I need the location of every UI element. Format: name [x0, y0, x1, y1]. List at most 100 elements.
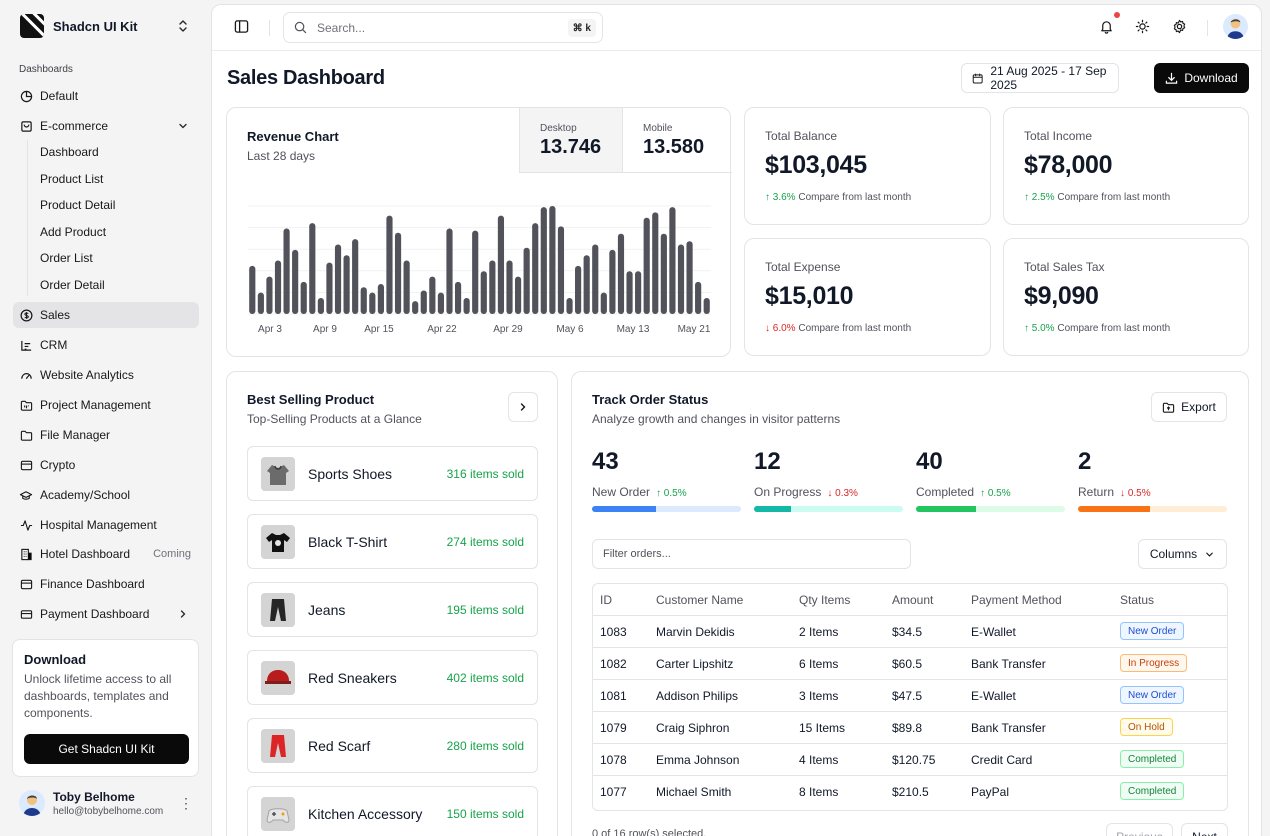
sidebar-subitem-order-list[interactable]: Order List [40, 251, 93, 265]
avatar[interactable] [1223, 14, 1248, 39]
product-item[interactable]: Kitchen Accessory 150 items sold [247, 786, 538, 836]
sidebar-item-project-management[interactable]: Project Management [13, 392, 199, 418]
stat-value: $9,090 [1024, 282, 1099, 310]
gear-icon[interactable] [1172, 19, 1187, 34]
sidebar-item-payment[interactable]: Payment Dashboard [13, 601, 199, 627]
order-id: 1079 [600, 721, 627, 735]
product-item[interactable]: Jeans 195 items sold [247, 582, 538, 637]
product-sold: 150 items sold [446, 807, 524, 821]
submenu-line [27, 140, 28, 296]
sidebar-item-label: File Manager [40, 428, 111, 442]
metric-label: On Progress ↓ 0.3% [754, 485, 858, 499]
sidebar-item-hotel[interactable]: Hotel Dashboard Coming [13, 541, 199, 567]
columns-button[interactable]: Columns [1138, 539, 1227, 569]
order-id: 1083 [600, 625, 627, 639]
table-row[interactable]: 1078 Emma Johnson 4 Items $120.75 Credit… [593, 744, 1227, 776]
bell-icon[interactable] [1099, 19, 1114, 34]
user-profile[interactable]: Toby Belhome hello@tobybelhome.com ⋮ [19, 789, 199, 821]
user-name: Toby Belhome [53, 790, 135, 804]
order-id: 1081 [600, 689, 627, 703]
mobile-value: 13.580 [643, 136, 705, 158]
get-kit-button[interactable]: Get Shadcn UI Kit [24, 734, 189, 764]
product-name: Red Sneakers [308, 670, 397, 686]
sun-icon[interactable] [1135, 19, 1150, 34]
wallet-icon [19, 577, 33, 591]
amount: $89.8 [892, 721, 923, 735]
chart-bar [360, 287, 367, 314]
red-pants-icon [261, 729, 295, 763]
product-item[interactable]: Sports Shoes 316 items sold [247, 446, 538, 501]
more-vertical-icon[interactable]: ⋮ [179, 795, 193, 811]
sidebar-item-sales[interactable]: Sales [13, 302, 199, 328]
sidebar-subitem-dashboard[interactable]: Dashboard [40, 145, 99, 159]
pants-icon [261, 593, 295, 627]
column-header[interactable]: Customer Name [656, 593, 744, 607]
filter-orders-input[interactable] [592, 539, 911, 569]
status-badge: Completed [1120, 750, 1185, 768]
payment-method: Bank Transfer [971, 657, 1046, 671]
sidebar-item-label: Sales [40, 308, 71, 322]
column-header[interactable]: Qty Items [799, 593, 851, 607]
view-all-button[interactable] [508, 392, 538, 422]
amount: $120.75 [892, 753, 936, 767]
table-row[interactable]: 1079 Craig Siphron 15 Items $89.8 Bank T… [593, 712, 1227, 744]
chart-bar [557, 226, 565, 314]
search-input[interactable] [317, 19, 547, 37]
chart-bar [532, 223, 539, 314]
sidebar-item-label: Hotel Dashboard [40, 547, 131, 561]
metric-value: 40 [916, 448, 943, 475]
sidebar-item-crypto[interactable]: Crypto [13, 452, 199, 478]
table-row[interactable]: 1081 Addison Philips 3 Items $47.5 E-Wal… [593, 680, 1227, 712]
payment-method: E-Wallet [971, 689, 1016, 703]
sidebar-item-label: Project Management [40, 398, 151, 412]
best-selling-title: Best Selling Product [247, 392, 375, 407]
download-button[interactable]: Download [1154, 63, 1249, 93]
sidebar-item-ecommerce[interactable]: E-commerce [13, 113, 199, 139]
next-button[interactable]: Next [1181, 823, 1228, 836]
stat-card-total-sales-tax: Total Sales Tax $9,090 ↑ 5.0% Compare fr… [1003, 238, 1249, 356]
product-item[interactable]: Red Scarf 280 items sold [247, 718, 538, 773]
chart-bar [300, 281, 307, 314]
chart-bar [317, 297, 324, 314]
tab-mobile[interactable]: Mobile 13.580 [622, 108, 732, 173]
sidebar: Shadcn UI Kit Dashboards Default E-comme… [0, 0, 211, 836]
column-header[interactable]: ID [600, 593, 612, 607]
status-badge: New Order [1120, 686, 1185, 704]
previous-button[interactable]: Previous [1106, 823, 1173, 836]
stat-card-total-balance: Total Balance $103,045 ↑ 3.6% Compare fr… [744, 107, 991, 225]
notification-dot [1114, 12, 1120, 18]
sidebar-subitem-product-detail[interactable]: Product Detail [40, 198, 116, 212]
column-header[interactable]: Amount [892, 593, 934, 607]
column-header[interactable]: Payment Method [971, 593, 1062, 607]
sidebar-subitem-add-product[interactable]: Add Product [40, 225, 107, 239]
chart-bar [480, 271, 487, 314]
export-button[interactable]: Export [1151, 392, 1227, 422]
sidebar-toggle-icon[interactable] [234, 19, 249, 34]
chart-bar [249, 265, 256, 314]
tab-desktop[interactable]: Desktop 13.746 [519, 108, 622, 173]
search-box[interactable]: ⌘ k [283, 12, 603, 43]
date-range-text: 21 Aug 2025 - 17 Sep 2025 [990, 64, 1107, 92]
sidebar-item-crm[interactable]: CRM [13, 332, 199, 358]
sidebar-subitem-order-detail[interactable]: Order Detail [40, 278, 105, 292]
sidebar-item-website-analytics[interactable]: Website Analytics [13, 362, 199, 388]
table-row[interactable]: 1083 Marvin Dekidis 2 Items $34.5 E-Wall… [593, 616, 1227, 648]
product-item[interactable]: Red Sneakers 402 items sold [247, 650, 538, 705]
sidebar-subitem-product-list[interactable]: Product List [40, 172, 104, 186]
sidebar-item-label: Default [40, 89, 79, 103]
team-switcher[interactable]: Shadcn UI Kit [10, 10, 202, 42]
sidebar-item-hospital[interactable]: Hospital Management [13, 512, 199, 538]
sidebar-item-label: Finance Dashboard [40, 577, 145, 591]
folder-upload-icon [1162, 402, 1175, 413]
table-row[interactable]: 1082 Carter Lipshitz 6 Items $60.5 Bank … [593, 648, 1227, 680]
date-range-picker[interactable]: 21 Aug 2025 - 17 Sep 2025 [961, 63, 1119, 93]
column-header[interactable]: Status [1120, 593, 1155, 607]
sidebar-item-finance[interactable]: Finance Dashboard [13, 571, 199, 597]
chart-bar [420, 290, 427, 314]
sidebar-item-academy[interactable]: Academy/School [13, 482, 199, 508]
sidebar-item-default[interactable]: Default [13, 83, 199, 109]
table-row[interactable]: 1077 Michael Smith 8 Items $210.5 PayPal… [593, 776, 1227, 808]
product-item[interactable]: Black T-Shirt 274 items sold [247, 514, 538, 569]
metric-progress [1078, 506, 1227, 512]
sidebar-item-file-manager[interactable]: File Manager [13, 422, 199, 448]
